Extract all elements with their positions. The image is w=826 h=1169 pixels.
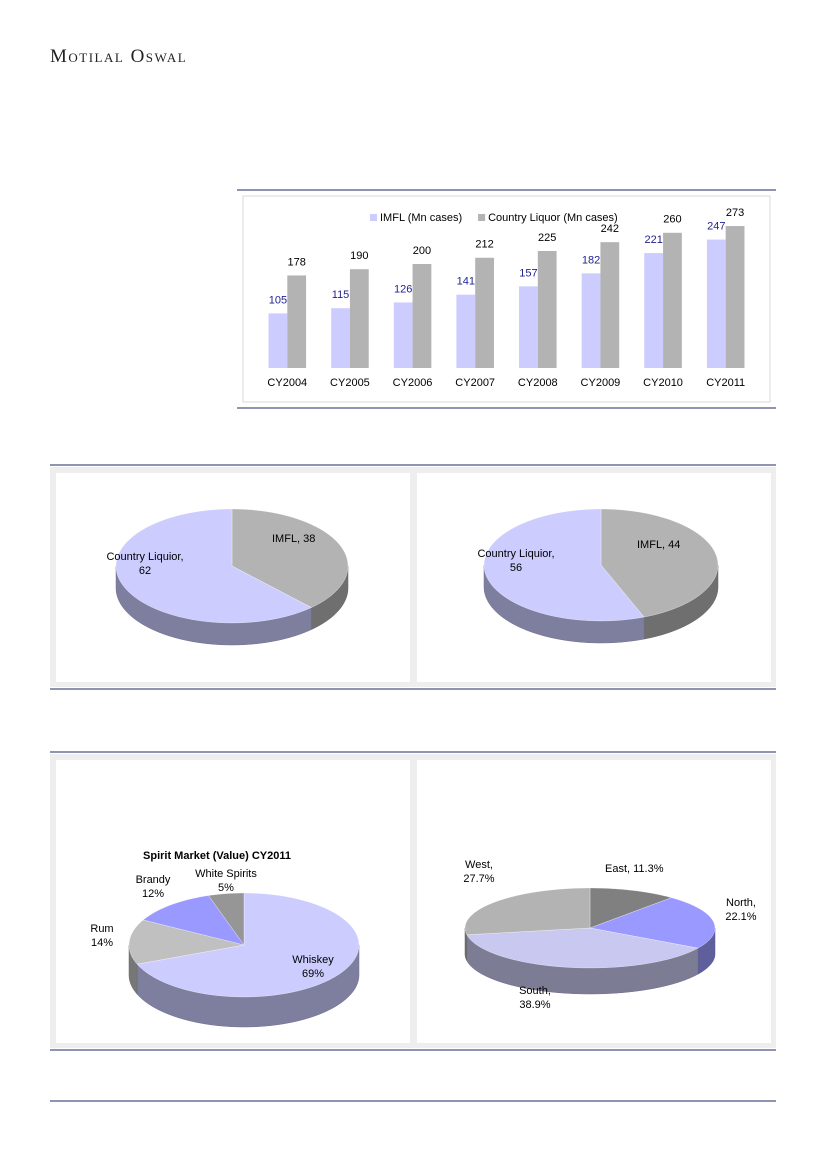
x-tick-label: CY2004 — [267, 377, 307, 389]
bar — [644, 253, 664, 368]
value-label: 178 — [288, 256, 306, 268]
value-label: 14% — [90, 937, 114, 949]
slice — [128, 919, 245, 965]
value-label: North, 22.1% — [725, 897, 757, 923]
bar — [581, 273, 601, 368]
value-label: Country Liquior, 62 — [106, 551, 184, 577]
category-label: White Spirits — [195, 868, 257, 880]
slice — [142, 895, 245, 946]
value-label: 115 — [332, 289, 350, 301]
value-label: 221 — [644, 234, 662, 246]
value-label: IMFL, 38 — [272, 533, 316, 545]
slice-label: White Spirits 5% — [186, 867, 266, 895]
value-label: South, 38.9% — [519, 985, 551, 1011]
bar — [349, 269, 369, 368]
slice — [589, 887, 672, 929]
slice-label: Rum 14% — [82, 922, 122, 950]
value-label: 182 — [582, 254, 600, 266]
category-label: Whiskey — [292, 954, 334, 966]
slice — [600, 508, 719, 618]
bar — [600, 242, 620, 368]
bar — [393, 302, 413, 368]
slice — [115, 508, 312, 624]
legend-label: IMFL (Mn cases) — [380, 212, 462, 224]
value-label: 5% — [218, 882, 234, 894]
x-tick-label: CY2005 — [330, 377, 370, 389]
bar — [268, 313, 288, 368]
value-label: Country Liquior, 56 — [477, 548, 555, 574]
chart-title: Spirit Market (Value) CY2011 — [143, 850, 291, 862]
slice — [136, 892, 360, 998]
value-label: 242 — [601, 223, 619, 235]
category-label: Rum — [90, 923, 114, 935]
brand: Motilal Oswal — [50, 46, 188, 67]
x-tick-label: CY2009 — [581, 377, 621, 389]
value-label: 190 — [350, 250, 368, 262]
legend-swatch — [478, 214, 486, 221]
slice — [231, 508, 349, 608]
bar — [287, 275, 307, 368]
value-label: East, 11.3% — [605, 863, 664, 875]
value-label: West, 27.7% — [463, 859, 495, 885]
slice — [483, 508, 645, 622]
slice — [464, 887, 591, 935]
value-label: 12% — [141, 888, 165, 900]
slice — [208, 892, 245, 946]
bar — [475, 257, 494, 368]
bar — [331, 308, 350, 368]
x-tick-label: CY2006 — [393, 377, 433, 389]
bar — [456, 294, 476, 368]
slice-label: Whiskey 69% — [285, 953, 341, 981]
value-label: 126 — [394, 283, 412, 295]
category-label: Brandy — [135, 874, 171, 886]
value-label: 212 — [475, 239, 493, 251]
value-label: IMFL, 44 — [637, 539, 681, 551]
value-label: 225 — [538, 232, 556, 244]
value-label: 69% — [301, 968, 325, 980]
bar — [706, 239, 726, 368]
slice — [466, 927, 699, 969]
value-label: 260 — [663, 214, 681, 226]
chart-frame — [242, 195, 771, 403]
x-tick-label: CY2007 — [455, 377, 495, 389]
bar — [725, 226, 745, 368]
x-tick-label: CY2008 — [518, 377, 558, 389]
slice — [589, 897, 716, 949]
value-label: 247 — [707, 220, 725, 232]
value-label: 105 — [269, 294, 287, 306]
value-label: 157 — [519, 267, 537, 279]
bar — [663, 232, 682, 368]
legend-swatch — [370, 214, 377, 221]
slice-label: Brandy 12% — [130, 873, 176, 901]
value-label: 273 — [726, 207, 744, 219]
value-label: 200 — [413, 245, 431, 257]
x-tick-label: CY2011 — [706, 377, 745, 389]
value-label: 141 — [457, 276, 475, 288]
bar — [519, 286, 538, 368]
x-tick-label: CY2010 — [643, 377, 683, 389]
bar — [537, 251, 557, 368]
legend-label: Country Liquor (Mn cases) — [488, 212, 618, 224]
bar — [412, 264, 432, 368]
